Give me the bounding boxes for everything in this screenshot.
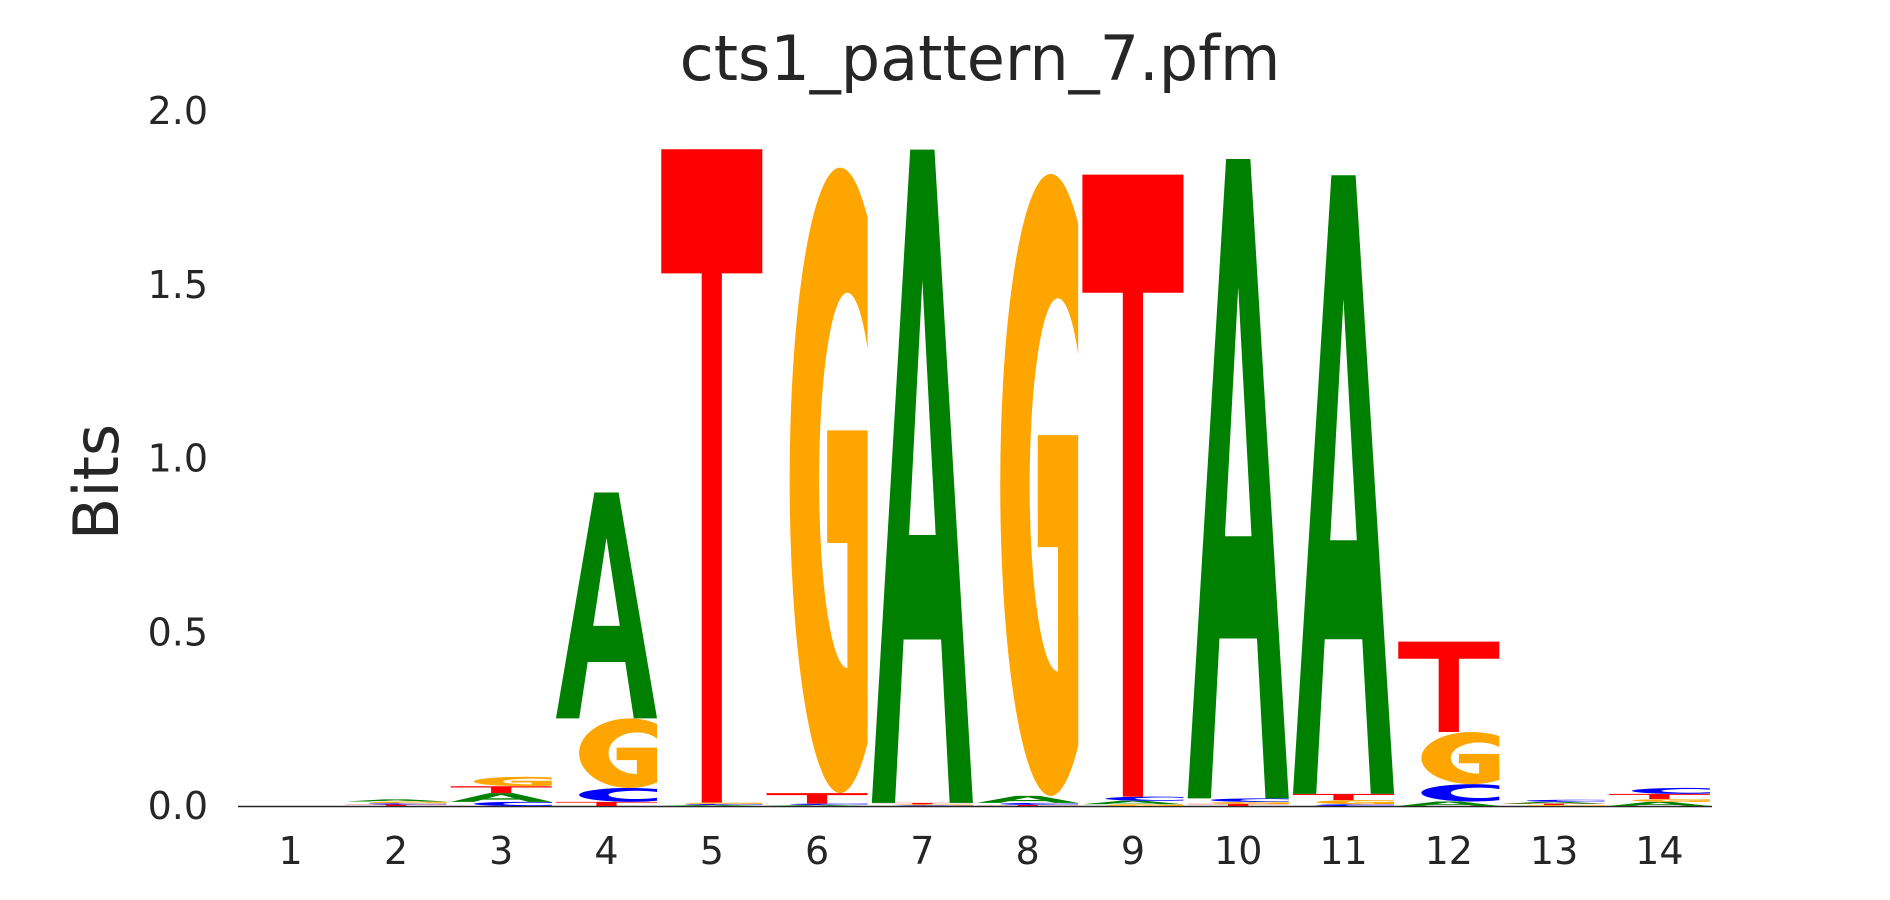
letter-A-pos-9 xyxy=(1082,800,1184,805)
letter-G-pos-2 xyxy=(368,801,447,804)
letter-C-pos-13 xyxy=(1526,799,1605,802)
letter-T-pos-9 xyxy=(1082,174,1184,797)
x-tick-label: 1 xyxy=(279,829,303,873)
x-tick-label: 7 xyxy=(910,829,934,873)
letter-A-pos-2 xyxy=(345,799,447,802)
x-tick-label: 4 xyxy=(594,829,618,873)
y-tick-label: 1.5 xyxy=(148,263,208,307)
letter-T-pos-8 xyxy=(977,804,1079,807)
letter-T-pos-3 xyxy=(450,786,552,794)
letter-A-pos-14 xyxy=(1608,801,1710,806)
x-tick-label: 14 xyxy=(1635,829,1683,873)
letter-C-pos-8 xyxy=(1000,802,1079,805)
y-axis-ticks: 0.0 0.5 1.0 1.5 2.0 xyxy=(148,89,208,828)
letter-G-pos-5 xyxy=(684,802,763,804)
letter-A-pos-12 xyxy=(1398,801,1500,806)
letter-A-pos-4 xyxy=(555,492,658,719)
y-tick-label: 0.5 xyxy=(148,610,208,654)
letter-T-pos-2 xyxy=(345,804,447,806)
letter-C-pos-7 xyxy=(894,805,973,806)
letter-G-pos-14 xyxy=(1631,799,1710,802)
letter-A-pos-5 xyxy=(661,804,763,807)
letter-C-pos-6 xyxy=(789,803,868,805)
letter-C-pos-12 xyxy=(1421,784,1500,802)
letter-G-pos-3 xyxy=(473,776,552,787)
x-tick-label: 11 xyxy=(1319,829,1367,873)
letter-C-pos-11 xyxy=(1316,804,1395,806)
letter-T-pos-12 xyxy=(1398,641,1500,732)
x-tick-label: 13 xyxy=(1530,829,1578,873)
letter-A-pos-6 xyxy=(766,804,868,807)
letter-G-pos-9 xyxy=(1105,804,1184,806)
x-tick-label: 6 xyxy=(805,829,829,873)
x-tick-label: 10 xyxy=(1214,829,1262,873)
x-tick-label: 3 xyxy=(489,829,513,873)
x-tick-label: 12 xyxy=(1425,829,1473,873)
x-tick-label: 2 xyxy=(384,829,408,873)
letter-A-pos-13 xyxy=(1503,801,1605,804)
letter-T-pos-13 xyxy=(1503,803,1605,805)
letter-A-pos-7 xyxy=(871,149,973,803)
x-tick-label: 8 xyxy=(1016,829,1040,873)
y-tick-label: 1.0 xyxy=(148,437,208,481)
letter-G-pos-4 xyxy=(579,718,658,788)
letter-T-pos-6 xyxy=(766,793,868,804)
letter-T-pos-4 xyxy=(555,801,658,806)
letter-T-pos-11 xyxy=(1292,793,1395,801)
y-tick-label: 2.0 xyxy=(148,89,208,133)
letter-G-pos-11 xyxy=(1316,800,1395,805)
letter-G-pos-7 xyxy=(894,804,973,806)
letter-C-pos-10 xyxy=(1210,798,1289,802)
logo-letter-stacks xyxy=(345,149,1710,807)
letter-A-pos-3 xyxy=(450,793,552,802)
x-tick-label: 5 xyxy=(700,829,724,873)
x-axis-ticks: 1 2 3 4 5 6 7 8 9 10 11 12 13 14 xyxy=(279,829,1684,873)
x-tick-label: 9 xyxy=(1121,829,1145,873)
letter-C-pos-5 xyxy=(684,803,763,805)
y-tick-label: 0.0 xyxy=(148,784,208,828)
letter-G-pos-6 xyxy=(789,167,868,794)
letter-C-pos-9 xyxy=(1105,796,1184,801)
letter-C-pos-4 xyxy=(579,787,658,802)
letter-A-pos-10 xyxy=(1187,158,1289,799)
letter-T-pos-5 xyxy=(661,149,763,803)
y-axis-label: Bits xyxy=(60,424,133,540)
letter-T-pos-14 xyxy=(1608,793,1710,800)
letter-G-pos-12 xyxy=(1421,731,1500,785)
chart-title: cts1_pattern_7.pfm xyxy=(679,22,1281,95)
letter-C-pos-14 xyxy=(1631,787,1710,794)
letter-C-pos-2 xyxy=(368,803,447,805)
letter-C-pos-3 xyxy=(473,801,552,806)
letter-T-pos-10 xyxy=(1187,803,1289,806)
letter-G-pos-13 xyxy=(1526,804,1605,807)
letter-T-pos-7 xyxy=(871,802,973,805)
letter-G-pos-10 xyxy=(1210,801,1289,804)
letter-A-pos-11 xyxy=(1292,175,1395,794)
letter-A-pos-8 xyxy=(977,795,1079,803)
letter-G-pos-8 xyxy=(1000,173,1079,796)
